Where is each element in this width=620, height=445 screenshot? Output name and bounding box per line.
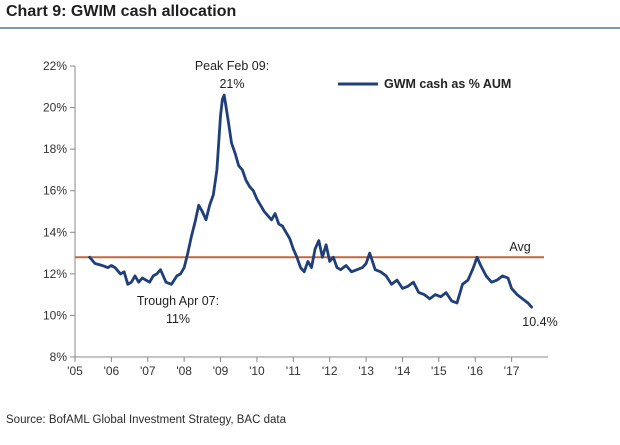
x-tick-label: '13	[358, 364, 374, 378]
series-group	[88, 93, 533, 309]
x-tick-label: '09	[213, 364, 229, 378]
series-line-gwm-cash	[88, 93, 533, 309]
x-tick-label: '15	[431, 364, 447, 378]
annotations: Peak Feb 09: 21% Trough Apr 07: 11% 10.4%	[137, 59, 558, 329]
x-tick-label: '08	[176, 364, 192, 378]
average-line-group: Avg	[75, 240, 544, 259]
x-tick-label: '07	[140, 364, 156, 378]
title-divider	[0, 27, 620, 29]
y-tick-label: 16%	[43, 184, 67, 198]
x-tick-label: '12	[322, 364, 338, 378]
x-tick-label: '16	[467, 364, 483, 378]
x-tick-label: '06	[104, 364, 120, 378]
x-tick-label: '17	[504, 364, 520, 378]
x-tick-label: '11	[286, 364, 301, 378]
y-tick-label: 18%	[43, 142, 67, 156]
chart-title: Chart 9: GWIM cash allocation	[6, 3, 237, 20]
legend: GWM cash as % AUM	[338, 77, 511, 91]
average-label: Avg	[509, 240, 530, 254]
x-axis-ticks: '05 '06 '07 '08 '09 '10 '11 '12 '13 '14 '15 '16 '17	[67, 357, 520, 378]
x-tick-label: '05	[67, 364, 83, 378]
y-tick-label: 22%	[43, 59, 67, 73]
y-tick-label: 14%	[43, 225, 67, 239]
source-note: Source: BofAML Global Investment Strateg…	[6, 414, 286, 426]
peak-annotation-line1: Peak Feb 09:	[195, 59, 269, 73]
y-tick-label: 20%	[43, 101, 67, 115]
y-tick-label: 10%	[43, 308, 67, 322]
peak-annotation-line2: 21%	[219, 77, 244, 91]
trough-annotation-line1: Trough Apr 07:	[137, 294, 219, 308]
x-tick-label: '14	[395, 364, 411, 378]
x-tick-label: '10	[249, 364, 265, 378]
y-tick-label: 12%	[43, 267, 67, 281]
y-axis-ticks: 8% 10% 12% 14% 16% 18% 20% 22%	[43, 59, 75, 364]
axes	[74, 66, 548, 358]
trough-annotation-line2: 11%	[166, 312, 190, 326]
legend-label: GWM cash as % AUM	[384, 77, 511, 91]
latest-value-label: 10.4%	[522, 315, 557, 329]
y-tick-label: 8%	[50, 350, 68, 364]
